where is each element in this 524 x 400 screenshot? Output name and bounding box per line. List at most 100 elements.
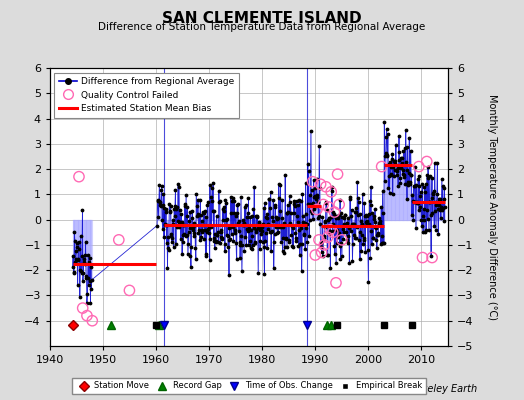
Point — [318, 249, 326, 255]
Point — [276, 208, 284, 215]
Point — [155, 198, 163, 204]
Point — [439, 182, 447, 189]
Point — [410, 198, 418, 205]
Point — [87, 264, 95, 270]
Point — [320, 223, 329, 230]
Point — [346, 196, 354, 202]
Point — [226, 236, 234, 242]
Point — [374, 232, 383, 238]
Point — [273, 230, 281, 236]
Point — [384, 185, 392, 191]
Point — [228, 198, 236, 204]
Point — [351, 235, 359, 241]
Point — [309, 216, 317, 222]
Point — [82, 272, 90, 279]
Point — [257, 231, 266, 237]
Point — [326, 228, 334, 234]
Point — [85, 278, 94, 284]
Point — [343, 233, 352, 239]
Point — [83, 291, 92, 298]
Point — [376, 220, 384, 227]
Point — [156, 202, 164, 208]
Point — [357, 217, 365, 224]
Point — [211, 244, 219, 251]
Point — [398, 154, 406, 161]
Point — [434, 231, 442, 237]
Point — [388, 151, 397, 157]
Text: SAN CLEMENTE ISLAND: SAN CLEMENTE ISLAND — [162, 11, 362, 26]
Point — [347, 206, 356, 213]
Point — [288, 243, 297, 250]
Point — [408, 212, 416, 218]
Point — [414, 175, 422, 182]
Point — [347, 228, 355, 234]
Point — [244, 195, 253, 202]
Point — [332, 280, 340, 286]
Point — [354, 199, 363, 205]
Point — [368, 210, 377, 216]
Legend: Station Move, Record Gap, Time of Obs. Change, Empirical Break: Station Move, Record Gap, Time of Obs. C… — [72, 378, 426, 394]
Point — [330, 209, 339, 215]
Point — [309, 177, 318, 184]
Point — [359, 241, 367, 248]
Point — [283, 210, 291, 216]
Point — [440, 217, 448, 224]
Point — [335, 201, 343, 208]
Text: Berkeley Earth: Berkeley Earth — [405, 384, 477, 394]
Point — [280, 220, 288, 226]
Point — [183, 213, 191, 219]
Point — [362, 219, 370, 225]
Point — [407, 172, 416, 178]
Point — [268, 214, 277, 221]
Point — [438, 207, 446, 213]
Point — [330, 211, 338, 217]
Point — [254, 270, 263, 276]
Point — [192, 190, 201, 197]
Point — [300, 232, 308, 238]
Point — [192, 203, 201, 209]
Point — [423, 172, 431, 178]
Point — [399, 171, 407, 177]
Point — [214, 228, 222, 235]
Point — [260, 243, 268, 250]
Point — [77, 268, 85, 274]
Point — [292, 198, 301, 205]
Point — [336, 196, 344, 203]
Point — [241, 204, 249, 210]
Point — [312, 196, 320, 202]
Point — [396, 175, 404, 182]
Point — [199, 208, 208, 215]
Point — [293, 219, 302, 226]
Point — [201, 227, 209, 234]
Point — [215, 188, 223, 195]
Point — [296, 241, 304, 247]
Point — [242, 202, 250, 208]
Point — [181, 203, 189, 209]
Point — [440, 184, 449, 191]
Point — [261, 214, 270, 221]
Point — [329, 228, 337, 234]
Point — [172, 205, 181, 212]
Point — [361, 249, 369, 256]
Point — [426, 199, 434, 206]
Point — [412, 182, 421, 188]
Point — [422, 206, 431, 213]
Point — [278, 248, 287, 255]
Point — [319, 201, 328, 208]
Point — [420, 184, 429, 190]
Point — [168, 239, 176, 245]
Point — [341, 212, 350, 218]
Point — [209, 179, 217, 186]
Point — [274, 229, 282, 235]
Point — [392, 167, 400, 174]
Point — [178, 232, 187, 238]
Point — [172, 224, 181, 230]
Point — [271, 202, 279, 208]
Point — [387, 172, 395, 178]
Point — [195, 227, 203, 234]
Point — [337, 237, 346, 243]
Point — [319, 237, 328, 243]
Point — [234, 220, 243, 226]
Point — [291, 203, 299, 210]
Point — [86, 255, 94, 262]
